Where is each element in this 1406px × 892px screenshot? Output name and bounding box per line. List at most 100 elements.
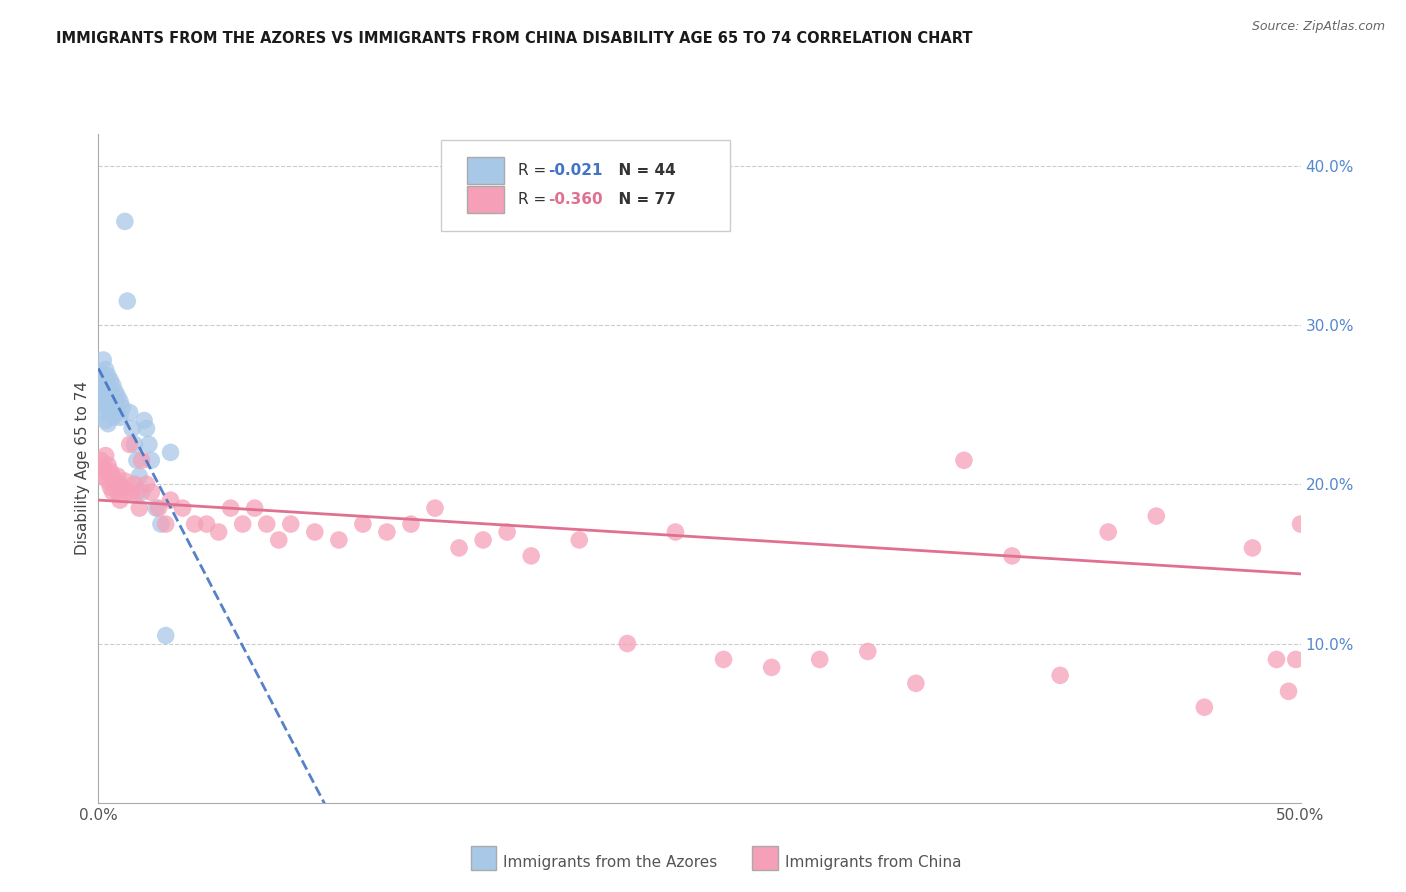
Y-axis label: Disability Age 65 to 74: Disability Age 65 to 74 — [75, 381, 90, 556]
Point — [108, 394, 131, 409]
Point — [423, 501, 446, 516]
Point — [97, 368, 120, 383]
Point — [94, 378, 117, 392]
Point — [447, 541, 470, 555]
Point — [100, 480, 122, 494]
Text: N = 44: N = 44 — [609, 163, 676, 178]
Point — [100, 390, 122, 404]
Point — [953, 453, 976, 467]
Point — [108, 493, 131, 508]
Point — [131, 453, 153, 467]
Point — [141, 485, 163, 500]
Point — [97, 384, 120, 399]
Point — [91, 406, 114, 420]
Point — [280, 517, 302, 532]
Point — [104, 401, 127, 415]
Point — [94, 465, 117, 479]
Point — [1285, 652, 1308, 666]
Point — [125, 453, 148, 467]
Text: IMMIGRANTS FROM THE AZORES VS IMMIGRANTS FROM CHINA DISABILITY AGE 65 TO 74 CORR: IMMIGRANTS FROM THE AZORES VS IMMIGRANTS… — [56, 31, 973, 46]
Point — [141, 453, 163, 467]
Text: R =: R = — [517, 192, 551, 207]
Point — [114, 474, 136, 488]
Point — [124, 477, 146, 491]
Point — [91, 374, 114, 388]
Point — [1097, 524, 1119, 539]
Point — [138, 437, 160, 451]
Point — [104, 477, 127, 491]
Text: -0.021: -0.021 — [548, 163, 603, 178]
Point — [155, 628, 177, 642]
Point — [114, 214, 136, 228]
Point — [183, 517, 205, 532]
Point — [101, 394, 124, 409]
Point — [1277, 684, 1299, 698]
Text: R =: R = — [517, 163, 551, 178]
Point — [121, 421, 143, 435]
Point — [172, 501, 194, 516]
Point — [135, 421, 157, 435]
Point — [97, 474, 120, 488]
Point — [91, 469, 114, 483]
Point — [100, 374, 122, 388]
Point — [125, 485, 148, 500]
Point — [94, 362, 117, 376]
Point — [568, 533, 591, 547]
Point — [94, 413, 117, 427]
Point — [135, 477, 157, 491]
Point — [132, 413, 155, 427]
Text: Source: ZipAtlas.com: Source: ZipAtlas.com — [1251, 20, 1385, 33]
Point — [856, 644, 879, 658]
Point — [91, 353, 114, 368]
Point — [118, 406, 141, 420]
Point — [904, 676, 927, 690]
Point — [1302, 301, 1324, 316]
Point — [1241, 541, 1264, 555]
Point — [155, 517, 177, 532]
Point — [352, 517, 374, 532]
Point — [232, 517, 254, 532]
Point — [131, 485, 153, 500]
Point — [124, 437, 146, 451]
Point — [195, 517, 218, 532]
Point — [243, 501, 266, 516]
Point — [1361, 533, 1384, 547]
Point — [208, 524, 231, 539]
Text: -0.360: -0.360 — [548, 192, 603, 207]
Point — [100, 406, 122, 420]
Point — [90, 398, 112, 412]
Point — [159, 445, 181, 459]
Point — [808, 652, 831, 666]
Point — [90, 366, 112, 380]
Point — [94, 449, 117, 463]
Point — [97, 417, 120, 431]
Point — [496, 524, 519, 539]
FancyBboxPatch shape — [467, 157, 503, 184]
Point — [101, 410, 124, 425]
Point — [375, 524, 398, 539]
Point — [256, 517, 278, 532]
Point — [111, 401, 134, 415]
Point — [128, 501, 150, 516]
Point — [101, 378, 124, 392]
Point — [1265, 652, 1288, 666]
Point — [159, 493, 181, 508]
Point — [520, 549, 543, 563]
Point — [108, 410, 131, 425]
Point — [101, 485, 124, 500]
Point — [145, 501, 167, 516]
Point — [107, 485, 129, 500]
Point — [616, 636, 638, 650]
Point — [107, 390, 129, 404]
Point — [399, 517, 422, 532]
Point — [1313, 366, 1336, 380]
Point — [148, 501, 170, 516]
Point — [97, 458, 120, 472]
Point — [117, 485, 139, 500]
Point — [118, 437, 141, 451]
Point — [97, 401, 120, 415]
Point — [100, 465, 122, 479]
Text: Immigrants from China: Immigrants from China — [785, 855, 962, 870]
Point — [1049, 668, 1071, 682]
Point — [1144, 509, 1167, 524]
